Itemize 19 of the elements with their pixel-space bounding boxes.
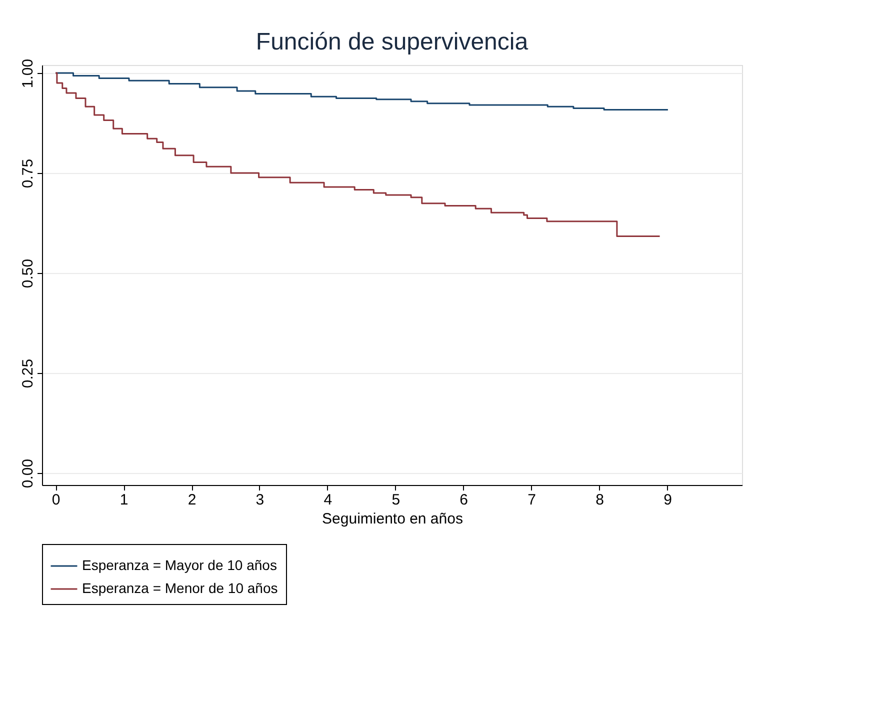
y-tick-label: 0.50 [20, 258, 36, 288]
y-tick-label: 1.00 [20, 58, 36, 88]
legend-label: Esperanza = Mayor de 10 años [82, 557, 277, 573]
legend-label: Esperanza = Menor de 10 años [82, 580, 278, 596]
x-tick-label: 8 [596, 492, 604, 508]
chart-title: Función de supervivencia [256, 28, 529, 56]
y-tick-label: 0.00 [20, 458, 36, 488]
x-tick-label: 6 [460, 492, 468, 508]
x-tick-label: 3 [256, 492, 264, 508]
x-tick-label: 7 [528, 492, 536, 508]
x-tick-label: 5 [392, 492, 400, 508]
x-tick-label: 2 [188, 492, 196, 508]
x-tick-label: 1 [120, 492, 128, 508]
x-axis-title: Seguimiento en años [322, 510, 463, 528]
y-tick-label: 0.75 [20, 158, 36, 188]
x-tick-label: 9 [664, 492, 672, 508]
x-tick-label: 0 [52, 492, 60, 508]
y-tick-label: 0.25 [20, 358, 36, 388]
x-tick-label: 4 [324, 492, 332, 508]
